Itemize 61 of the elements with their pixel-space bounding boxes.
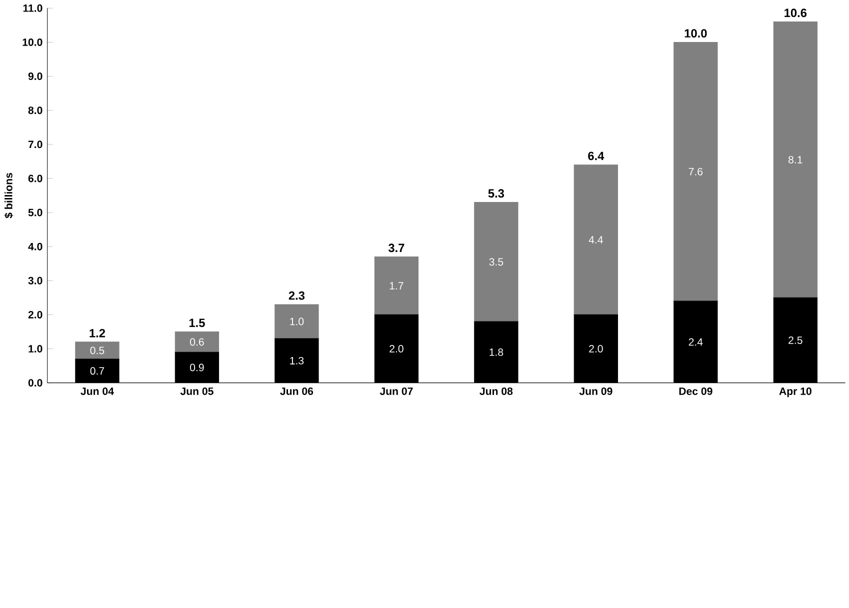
y-tick-label: 1.0 [28, 345, 42, 353]
data-label: 2.0 [390, 345, 404, 353]
bar [374, 314, 419, 384]
total-label: 5.3 [488, 189, 504, 198]
bar [474, 321, 518, 384]
x-tick-label: Dec 09 [679, 388, 712, 396]
x-tick-label: Jun 05 [180, 388, 214, 396]
total-label: 1.5 [189, 318, 205, 328]
bar [274, 304, 319, 339]
data-label: 0.6 [190, 338, 204, 346]
total-label: 10.0 [684, 29, 707, 38]
data-label: 1.3 [290, 357, 304, 365]
y-tick-label: 4.0 [28, 243, 42, 251]
bar [474, 202, 518, 322]
bar [374, 256, 419, 316]
x-tick-label: Jun 06 [280, 388, 314, 396]
data-label: 2.0 [589, 345, 603, 353]
data-label: 3.5 [489, 258, 504, 266]
data-label: 0.7 [90, 367, 104, 375]
bar [674, 42, 718, 302]
bar [75, 358, 120, 384]
bar [174, 332, 220, 353]
data-label: 1.0 [290, 318, 304, 326]
y-tick-label: 6.0 [28, 174, 42, 182]
x-tick-label: Jun 09 [579, 388, 612, 396]
data-label: 4.4 [588, 236, 603, 244]
data-label: 1.8 [490, 348, 504, 356]
bar [574, 164, 618, 316]
bar [75, 342, 120, 360]
total-label: 3.7 [388, 244, 404, 252]
y-axis-title: $ billions [4, 173, 14, 218]
total-label: 6.4 [588, 152, 604, 160]
x-tick-label: Apr 10 [779, 388, 812, 398]
data-label: 1.7 [390, 282, 404, 290]
total-label: 2.3 [288, 292, 305, 300]
y-tick-label: 8.0 [28, 106, 42, 114]
y-tick-label: 3.0 [28, 277, 42, 285]
y-tick-label: 11.0 [23, 4, 42, 12]
data-label: 0.9 [190, 364, 204, 372]
data-label: 0.5 [90, 346, 104, 354]
total-label: 10.6 [784, 8, 807, 18]
bar [574, 314, 618, 384]
data-label: 2.4 [688, 338, 703, 346]
y-tick-label: 2.0 [28, 311, 42, 319]
data-label: 2.5 [788, 336, 802, 344]
bar [674, 300, 718, 384]
x-tick-label: Jun 07 [380, 388, 413, 396]
data-label: 8.1 [788, 156, 802, 164]
total-label: 1.2 [90, 329, 106, 338]
x-tick-label: Jun 08 [480, 388, 513, 396]
y-tick-label: 9.0 [28, 72, 42, 80]
y-tick-label: 0.0 [28, 379, 42, 387]
y-tick-label: 5.0 [28, 208, 42, 216]
bar [773, 298, 818, 384]
y-tick-label: 10.0 [22, 38, 42, 46]
bar [174, 352, 220, 384]
bar [274, 338, 319, 384]
data-label: 7.6 [688, 168, 703, 176]
bar [773, 22, 818, 298]
x-tick-label: Jun 04 [80, 388, 114, 396]
y-tick-label: 7.0 [28, 140, 42, 148]
